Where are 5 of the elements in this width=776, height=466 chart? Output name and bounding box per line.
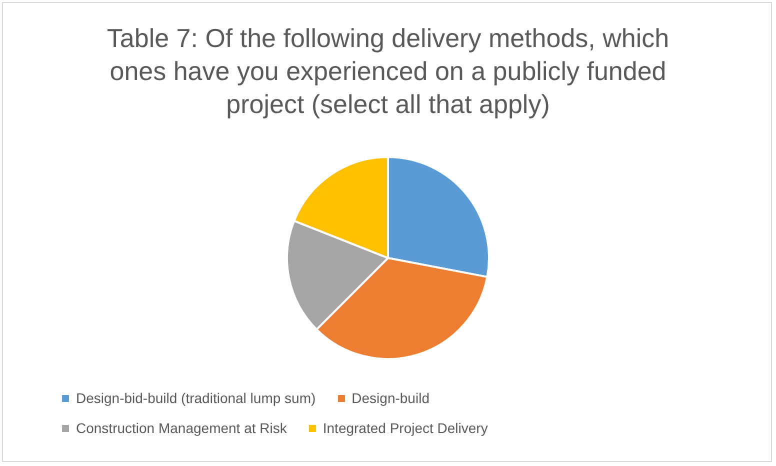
chart-title: Table 7: Of the following delivery methods, which ones have you experienced on a publicly funded project (select all that apply) — [106, 22, 670, 121]
legend-label: Design-bid-build (traditional lump sum) — [76, 390, 316, 406]
legend-label: Construction Management at Risk — [76, 420, 287, 436]
legend-label: Integrated Project Delivery — [322, 420, 488, 436]
legend-label: Design-build — [352, 390, 430, 406]
